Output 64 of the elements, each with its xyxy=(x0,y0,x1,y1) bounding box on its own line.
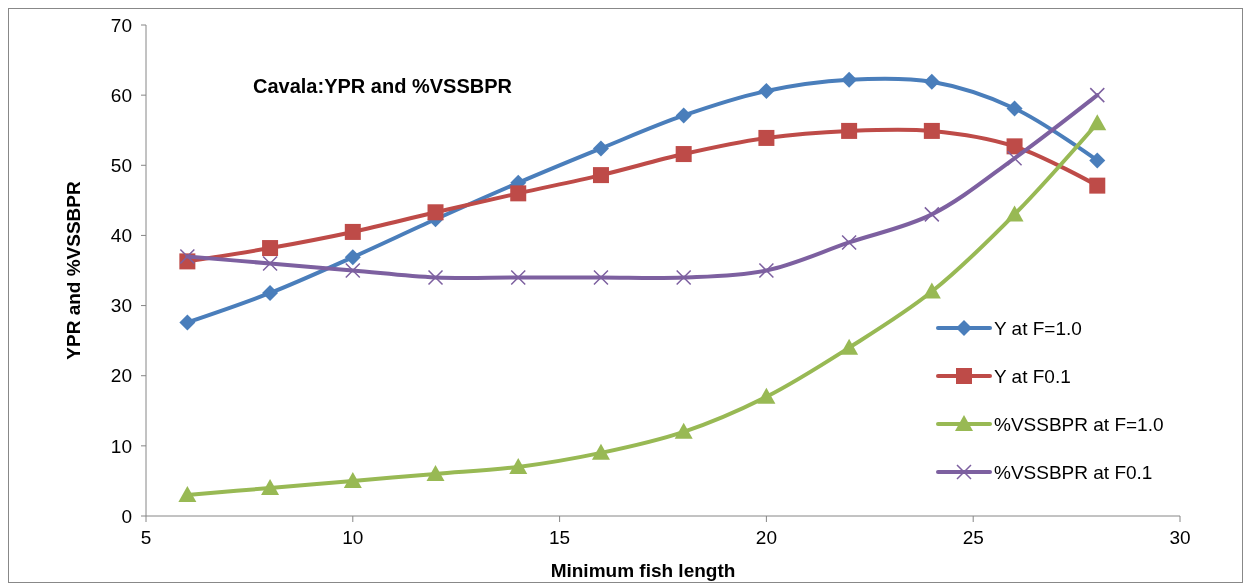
y-tick-label: 40 xyxy=(110,225,132,247)
point xyxy=(510,269,526,286)
y-axis-title: YPR and %VSSBPR xyxy=(63,181,84,360)
point xyxy=(841,234,857,251)
y-tick-label: 50 xyxy=(110,154,132,176)
point xyxy=(923,73,940,90)
x-tick-label: 5 xyxy=(140,527,152,548)
legend-label: Y at F=1.0 xyxy=(994,317,1082,339)
point xyxy=(674,422,693,439)
point xyxy=(344,223,361,240)
point xyxy=(178,485,197,502)
point xyxy=(343,471,362,488)
point xyxy=(592,140,609,157)
point xyxy=(592,167,609,184)
point xyxy=(758,82,775,99)
point xyxy=(593,269,609,286)
point xyxy=(924,206,940,223)
point xyxy=(1088,114,1107,131)
point xyxy=(509,457,528,474)
y-tick-label: 10 xyxy=(110,435,132,457)
point xyxy=(426,464,445,481)
point xyxy=(261,478,280,495)
point xyxy=(841,122,858,139)
point xyxy=(1089,87,1106,103)
y-tick-label: 20 xyxy=(110,365,132,387)
y-tick-label: 0 xyxy=(121,505,132,527)
point xyxy=(840,338,859,355)
point xyxy=(345,262,361,279)
point xyxy=(344,249,361,266)
x-tick-label: 15 xyxy=(549,527,571,548)
point xyxy=(427,269,444,286)
point xyxy=(841,71,858,88)
x-tick-label: 30 xyxy=(1169,527,1191,548)
y-tick-label: 60 xyxy=(110,84,132,106)
text: Cavala:YPR and %VSSBPR xyxy=(253,75,513,97)
point xyxy=(179,248,196,265)
point xyxy=(758,129,775,146)
point xyxy=(262,255,278,272)
point xyxy=(923,122,940,139)
point xyxy=(179,314,196,331)
point xyxy=(262,240,279,257)
point xyxy=(510,185,527,202)
point xyxy=(675,107,692,124)
x-tick-label: 20 xyxy=(755,527,777,548)
point xyxy=(1006,100,1023,117)
x-tick-label: 25 xyxy=(962,527,984,548)
point xyxy=(591,443,610,460)
point xyxy=(1089,177,1106,194)
x-tick-label: 10 xyxy=(342,527,364,548)
point xyxy=(757,387,776,404)
legend-label: %VSSBPR at F=1.0 xyxy=(994,413,1164,435)
point xyxy=(1089,152,1106,169)
point xyxy=(427,204,444,221)
point xyxy=(758,262,775,279)
x-axis-title: Minimum fish length xyxy=(550,560,736,581)
point xyxy=(675,146,692,163)
point xyxy=(1006,138,1023,155)
y-tick-label: 30 xyxy=(110,295,132,317)
point xyxy=(1005,205,1024,222)
point xyxy=(675,269,692,286)
y-tick-label: 70 xyxy=(110,14,132,36)
point xyxy=(262,284,279,301)
legend-label: %VSSBPR at F0.1 xyxy=(994,461,1153,483)
legend-label: Y at F0.1 xyxy=(994,365,1071,387)
